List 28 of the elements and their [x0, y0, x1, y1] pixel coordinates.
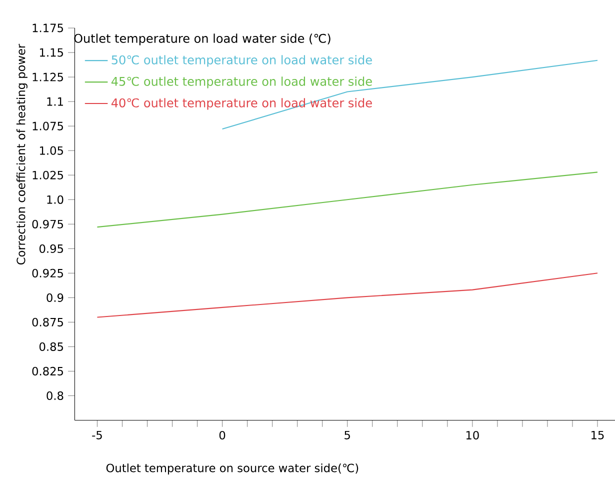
x-tick-label: 15	[592, 430, 604, 440]
y-tick-label: 0.8	[46, 391, 64, 400]
legend-label: 45℃ outlet temperature on load water side	[111, 76, 372, 88]
x-tick-label: 5	[344, 430, 350, 440]
y-tick-label: 0.875	[32, 318, 63, 326]
y-tick-label: 1.025	[32, 170, 63, 180]
y-tick-label: 1.15	[40, 48, 63, 57]
y-tick-label: 0.9	[46, 293, 64, 302]
y-axis-title: Correction coefficient of heating power	[16, 44, 28, 264]
x-tick-label: 0	[219, 430, 226, 440]
y-tick-label: 0.925	[32, 268, 63, 278]
x-axis-title: Outlet temperature on source water side(℃)	[106, 463, 358, 474]
y-tick-label: 1.1	[47, 97, 63, 106]
y-tick-label: 1.0	[47, 195, 64, 204]
y-tick-label: 1.125	[32, 72, 63, 82]
y-tick-label: 0.825	[32, 366, 63, 376]
y-tick-label: 1.075	[32, 122, 63, 130]
y-tick-label: 1.175	[32, 24, 63, 32]
line-series	[96, 171, 598, 228]
y-tick-label: 0.85	[40, 342, 63, 351]
y-tick-label: 0.975	[32, 220, 63, 228]
x-tick-label: -5	[92, 430, 102, 440]
y-tick-label: 0.95	[40, 244, 63, 253]
legend-label: 40℃ outlet temperature on load water side	[111, 98, 372, 110]
x-tick-label: 10	[466, 430, 479, 440]
line-series	[96, 272, 598, 318]
y-tick-label: 1.05	[40, 146, 63, 155]
legend-label: 50℃ outlet temperature on load water side	[112, 54, 372, 67]
